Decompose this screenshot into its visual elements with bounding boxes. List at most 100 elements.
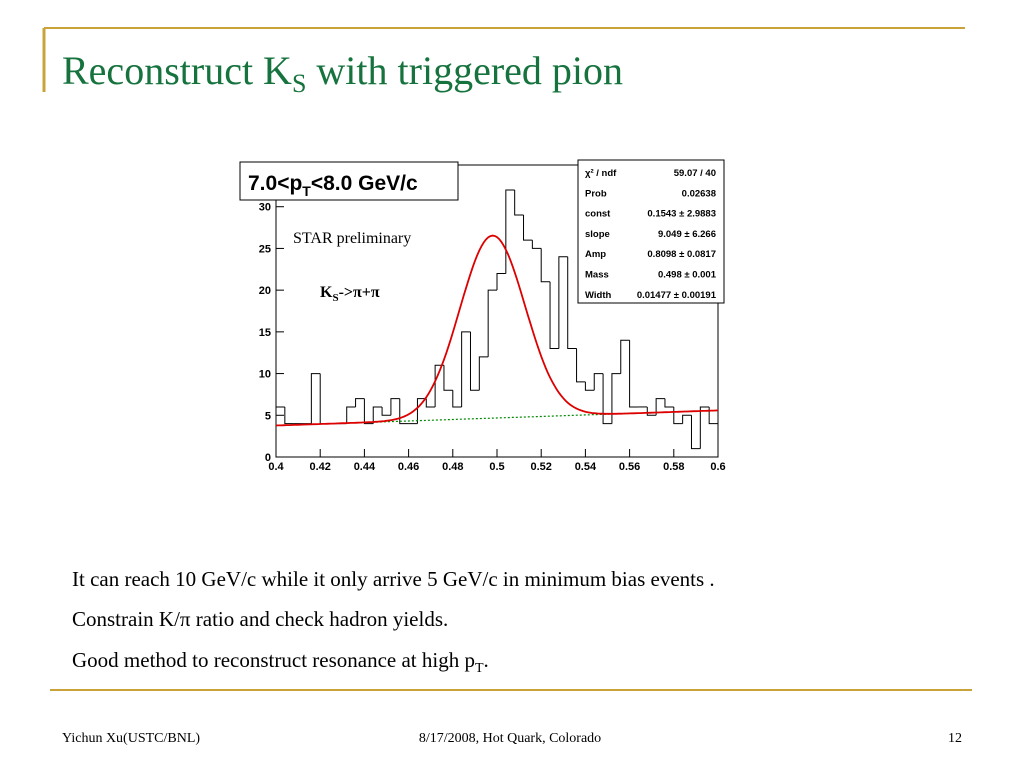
body-line: Good method to reconstruct resonance at … <box>72 648 489 676</box>
annotation: STAR preliminary <box>293 230 411 247</box>
body-line: Constrain K/π ratio and check hadron yie… <box>72 607 448 631</box>
x-tick-label: 0.42 <box>309 461 330 473</box>
x-tick-label: 0.48 <box>442 461 463 473</box>
annotation: KS->π+π <box>320 284 380 304</box>
histogram-bin <box>363 398 374 425</box>
histogram-bin <box>549 281 559 350</box>
y-tick-label: 0 <box>265 452 271 464</box>
histogram-bin <box>620 339 630 374</box>
x-tick-label: 0.5 <box>489 461 504 473</box>
annotation-text: K <box>320 284 333 301</box>
histogram-bin <box>655 398 665 416</box>
title-text: with triggered pion <box>306 48 623 93</box>
histogram-bin <box>540 248 551 283</box>
stats-name: χ² / ndf <box>585 168 617 179</box>
body-text: Good method to reconstruct resonance at … <box>72 648 475 672</box>
body-sub: T <box>475 661 484 676</box>
x-tick-label: 0.44 <box>354 461 376 473</box>
histogram-bin <box>381 406 391 416</box>
histogram-bin <box>443 365 453 391</box>
stats-value: 9.049 ± 6.266 <box>658 229 716 240</box>
y-tick-label: 20 <box>259 285 271 297</box>
histogram-bin <box>372 406 383 424</box>
x-tick-label: 0.56 <box>619 461 640 473</box>
stats-value: 59.07 / 40 <box>674 168 716 179</box>
title-text: <8.0 GeV/c <box>311 172 418 195</box>
histogram-bin <box>699 406 710 449</box>
histogram-bin <box>390 398 400 416</box>
body-line: It can reach 10 GeV/c while it only arri… <box>72 567 715 591</box>
title-sub: S <box>292 69 306 98</box>
x-tick-label: 0.52 <box>530 461 551 473</box>
stats-name: Amp <box>585 249 606 260</box>
histogram-bin <box>275 406 285 457</box>
stats-value: 0.8098 ± 0.0817 <box>647 249 716 260</box>
x-tick-label: 0.6 <box>710 461 725 473</box>
histogram-bin <box>487 289 497 357</box>
stats-value: 0.01477 ± 0.00191 <box>637 290 717 301</box>
histogram-bin <box>469 331 480 391</box>
chart: 0 5 10 15 20 25 30 0.4 0.42 0.44 0.46 0.48 0.5 0.52 0.… <box>239 159 726 473</box>
stats-value: 0.498 ± 0.001 <box>658 270 717 281</box>
histogram-bin <box>416 398 427 424</box>
chart-title-box <box>239 161 459 201</box>
signal-fit <box>275 234 719 427</box>
footer-center: 8/17/2008, Hot Quark, Colorado <box>419 731 601 746</box>
histogram-bin <box>664 398 674 408</box>
histogram-bin <box>682 414 692 424</box>
x-tick-label: 0.4 <box>268 461 284 473</box>
histogram-bin <box>310 373 321 424</box>
histogram-bin <box>602 373 612 425</box>
slide-title: Reconstruct KS with triggered pion <box>62 48 623 98</box>
histogram-bin <box>478 356 489 391</box>
stats-name: const <box>585 209 611 220</box>
histogram-bin <box>461 331 471 407</box>
body-text: . <box>484 648 489 672</box>
x-tick-label: 0.54 <box>575 461 597 473</box>
histogram-bin <box>514 190 524 216</box>
y-tick-label: 30 <box>259 202 271 214</box>
annotation-sub: S <box>332 292 338 304</box>
histogram-bin <box>558 256 568 349</box>
stats-name: slope <box>585 229 610 240</box>
y-tick-label: 25 <box>259 243 271 255</box>
stats-name: Prob <box>585 188 607 199</box>
histogram-bin <box>611 373 621 424</box>
histogram-bin <box>646 406 657 416</box>
histogram-bin <box>690 415 701 450</box>
x-tick-label: 0.58 <box>663 461 684 473</box>
histogram-bin <box>284 406 294 425</box>
title-text: 7.0<p <box>248 172 302 195</box>
title-text: Reconstruct K <box>62 48 292 93</box>
stats-box <box>577 159 725 304</box>
stats-value: 0.02638 <box>682 188 716 199</box>
histogram-bin <box>576 348 586 383</box>
histogram-bin <box>523 215 533 241</box>
histogram-bin <box>346 406 356 424</box>
histogram-bin <box>584 381 595 391</box>
annotation-text: ->π+π <box>339 284 380 301</box>
title-sub: T <box>302 183 311 199</box>
histogram-bin <box>629 340 639 408</box>
chart-title: 7.0<pT<8.0 GeV/c <box>248 172 418 199</box>
y-tick-label: 15 <box>259 327 271 339</box>
x-tick-label: 0.46 <box>398 461 419 473</box>
histogram-bin <box>593 373 604 391</box>
y-tick-label: 10 <box>259 369 271 381</box>
histogram-bin <box>425 398 436 408</box>
footer-right: 12 <box>948 731 962 746</box>
stats-value: 0.1543 ± 2.9883 <box>647 209 716 220</box>
histogram-bin <box>505 189 515 274</box>
histogram-bin <box>567 256 577 350</box>
footer-left: Yichun Xu(USTC/BNL) <box>62 731 200 746</box>
histogram-bin <box>355 398 365 407</box>
histogram-bin <box>452 390 462 408</box>
histogram-bin <box>708 406 719 457</box>
y-tick-label: 5 <box>265 410 271 422</box>
stats-name: Mass <box>585 270 609 281</box>
histogram-bin <box>399 398 409 425</box>
histogram-bin <box>496 272 506 291</box>
stats-name: Width <box>585 290 611 301</box>
